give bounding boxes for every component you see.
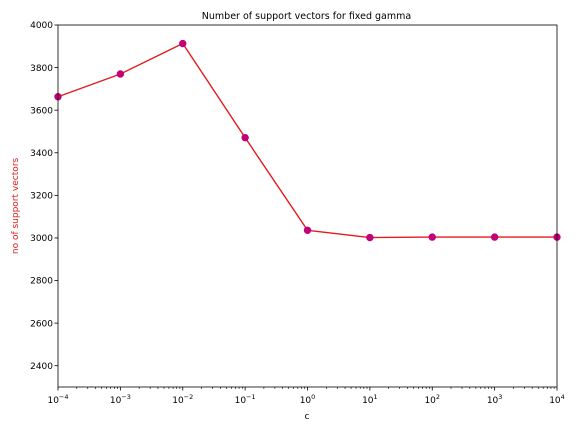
- x-axis-label: c: [305, 412, 310, 422]
- data-point: [366, 233, 374, 242]
- data-point: [428, 233, 436, 241]
- y-tick-label: 3200: [30, 192, 53, 202]
- y-tick-label: 2400: [30, 362, 53, 372]
- data-point: [179, 39, 187, 48]
- y-tick-label: 3400: [30, 149, 53, 159]
- y-axis-ticks: 2400 2600 2800 3000 3200 3400 3600 3800 4000: [30, 21, 58, 372]
- data-point: [303, 226, 312, 234]
- data-point: [116, 70, 125, 78]
- x-tick-label: 102: [424, 393, 440, 406]
- x-tick-label: 10−4: [47, 393, 68, 406]
- x-tick-label: 10−1: [235, 393, 256, 406]
- chart-title: Number of support vectors for fixed gamm…: [202, 11, 411, 22]
- data-point: [241, 133, 249, 142]
- y-tick-label: 3000: [30, 234, 53, 244]
- y-tick-label: 2800: [30, 277, 53, 287]
- y-tick-label: 3800: [30, 64, 53, 74]
- x-tick-label: 104: [549, 393, 565, 406]
- x-axis-ticks: 10−4 10−3 10−2 10−1 100 101 102 103 104: [47, 387, 565, 406]
- x-tick-label: 10−2: [172, 393, 193, 406]
- plot-frame: [57, 24, 558, 388]
- x-tick-label: 103: [487, 393, 503, 406]
- x-tick-label: 100: [300, 393, 316, 406]
- x-tick-label: 10−3: [110, 393, 131, 406]
- data-point: [490, 233, 499, 241]
- y-axis-label: no of support vectors: [11, 158, 21, 255]
- x-tick-label: 101: [362, 393, 378, 406]
- y-tick-label: 4000: [30, 21, 53, 31]
- y-tick-label: 3600: [30, 106, 53, 116]
- y-tick-label: 2600: [30, 319, 53, 329]
